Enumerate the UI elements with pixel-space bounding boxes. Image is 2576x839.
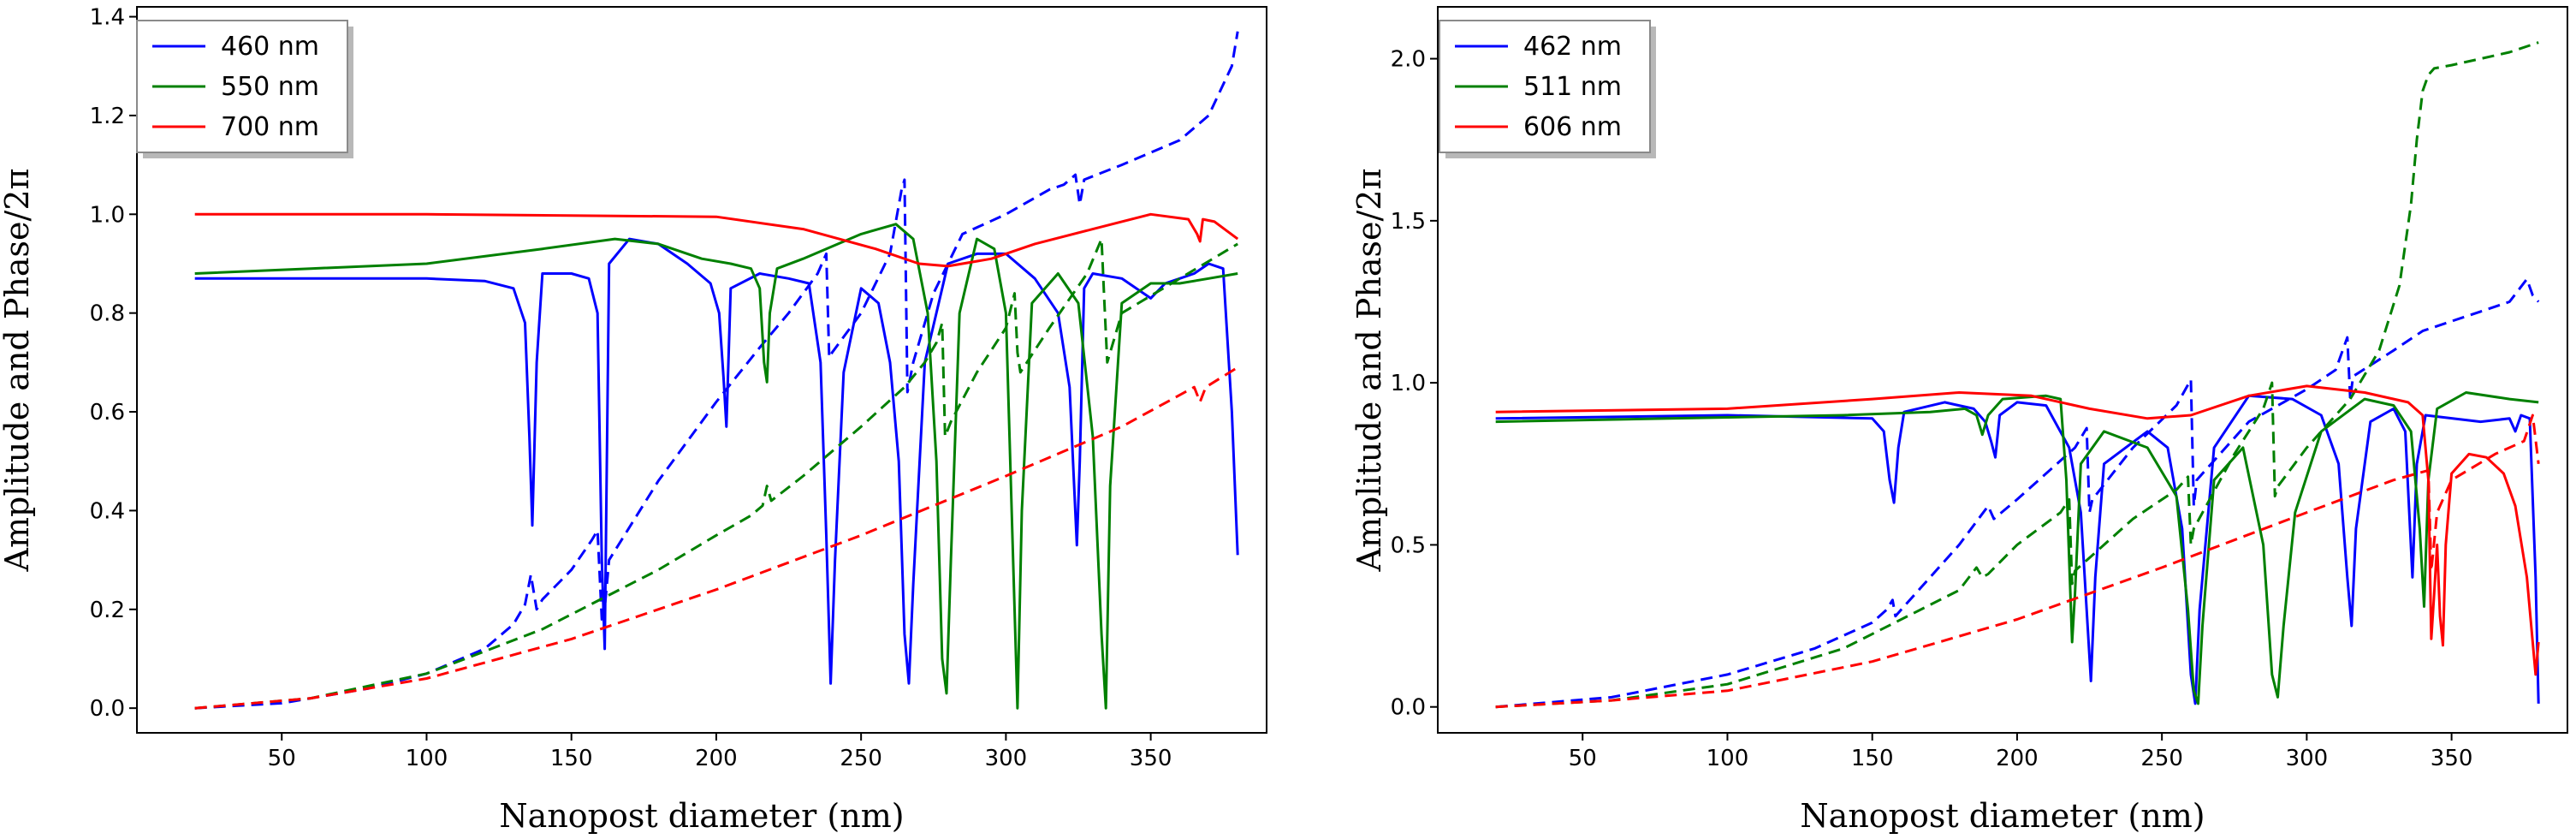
x-tick-label: 200 [1996, 746, 2039, 771]
plot-frame [136, 6, 1267, 734]
legend: 462 nm 511 nm 606 nm [1439, 20, 1656, 158]
series-line-460-nm-phase [194, 31, 1239, 710]
series-line-460-nm-amplitude [194, 237, 1239, 685]
x-tick-label: 100 [406, 746, 448, 771]
series-line-511-nm-amplitude [1495, 391, 2539, 705]
y-tick-label: 1.4 [90, 5, 125, 31]
x-tick-label: 300 [2286, 746, 2329, 771]
x-tick-label: 250 [2140, 746, 2183, 771]
series-line-462-nm-amplitude [1495, 394, 2540, 705]
series-line-606-nm-phase [1495, 414, 2540, 709]
series-line-606-nm-amplitude [1495, 384, 2540, 676]
x-tick-label: 150 [1851, 746, 1894, 771]
y-tick-label: 0.2 [90, 598, 125, 623]
series-line-700-nm-amplitude [194, 212, 1239, 268]
chart-right: 50 100 150 200 250 300 350 0.0 0.5 1.0 1.5 2.0 Nanop… [1350, 6, 2568, 835]
y-axis-label: Amplitude and Phase/2π [1350, 169, 1388, 573]
series-group [1495, 41, 2540, 709]
y-tick-label: 0.8 [90, 301, 125, 327]
series-line-550-nm-phase [194, 237, 1238, 710]
legend-label: 550 nm [221, 72, 319, 102]
legend-label: 460 nm [221, 32, 319, 62]
series-line-700-nm-phase [194, 366, 1238, 710]
plot-frame [1437, 6, 2568, 734]
legend: 460 nm 550 nm 700 nm [136, 20, 353, 158]
x-tick-label: 200 [695, 746, 738, 771]
x-tick-label: 250 [840, 746, 882, 771]
legend-label: 511 nm [1523, 72, 1622, 102]
series-line-462-nm-phase [1495, 277, 2540, 709]
chart-left: 50 100 150 200 250 300 350 0.0 0.2 0.4 0.6 0.8 1.0 1.… [0, 5, 1267, 835]
y-tick-label: 0.4 [90, 498, 125, 524]
series-group [194, 31, 1239, 710]
y-axis-label: Amplitude and Phase/2π [0, 169, 36, 573]
legend-label: 700 nm [221, 112, 319, 142]
x-axis-label: Nanopost diameter (nm) [1800, 797, 2205, 835]
series-line-511-nm-phase [1495, 41, 2539, 709]
x-tick-label: 100 [1706, 746, 1749, 771]
x-tick-label: 50 [1569, 746, 1597, 771]
legend-label: 606 nm [1523, 112, 1622, 142]
y-tick-label: 0.0 [90, 696, 125, 722]
x-axis-label: Nanopost diameter (nm) [499, 797, 904, 835]
x-tick-label: 50 [268, 746, 296, 771]
y-tick-label: 1.0 [90, 202, 125, 228]
x-tick-label: 150 [550, 746, 593, 771]
x-tick-label: 300 [985, 746, 1028, 771]
y-tick-label: 2.0 [1391, 47, 1426, 73]
x-tick-label: 350 [2431, 746, 2473, 771]
y-tick-label: 0.6 [90, 400, 125, 425]
y-tick-label: 1.2 [90, 104, 125, 129]
y-tick-label: 1.0 [1391, 371, 1426, 396]
x-tick-label: 350 [1130, 746, 1172, 771]
series-line-550-nm-amplitude [194, 223, 1238, 710]
y-tick-label: 0.0 [1391, 695, 1426, 721]
y-tick-label: 0.5 [1391, 533, 1426, 558]
legend-label: 462 nm [1523, 32, 1622, 62]
y-tick-label: 1.5 [1391, 209, 1426, 235]
